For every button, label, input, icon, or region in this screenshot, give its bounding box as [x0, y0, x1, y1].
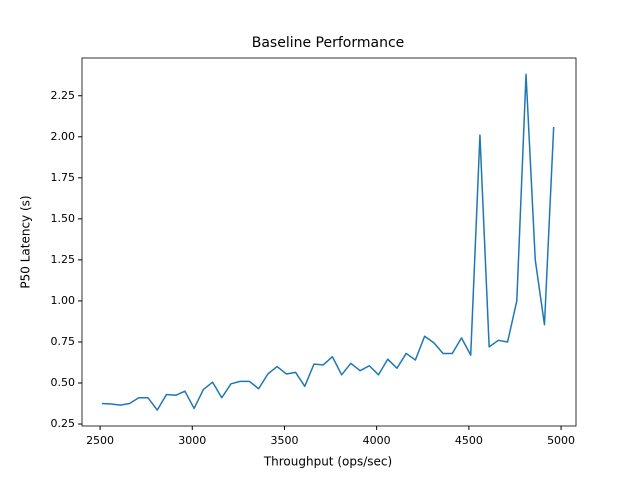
y-tick-label: 0.50 — [51, 376, 76, 389]
x-axis-label: Throughput (ops/sec) — [263, 455, 392, 469]
y-axis-label: P50 Latency (s) — [19, 195, 33, 288]
x-tick-label: 5000 — [547, 434, 575, 447]
y-tick-label: 0.75 — [51, 335, 76, 348]
y-tick-label: 1.50 — [51, 212, 76, 225]
x-tick-label: 3000 — [178, 434, 206, 447]
y-tick-label: 1.25 — [51, 253, 76, 266]
y-tick-label: 0.25 — [51, 417, 76, 430]
x-tick-label: 3500 — [270, 434, 298, 447]
plot-frame — [81, 57, 577, 427]
y-tick-label: 1.00 — [51, 294, 76, 307]
chart-title: Baseline Performance — [252, 35, 405, 51]
y-tick-label: 1.75 — [51, 171, 76, 184]
y-tick-label: 2.00 — [51, 130, 76, 143]
x-tick-label: 2500 — [86, 434, 114, 447]
x-tick-label: 4500 — [455, 434, 483, 447]
x-tick-label: 4000 — [363, 434, 391, 447]
line — [101, 73, 555, 411]
y-tick-label: 2.25 — [51, 89, 76, 102]
